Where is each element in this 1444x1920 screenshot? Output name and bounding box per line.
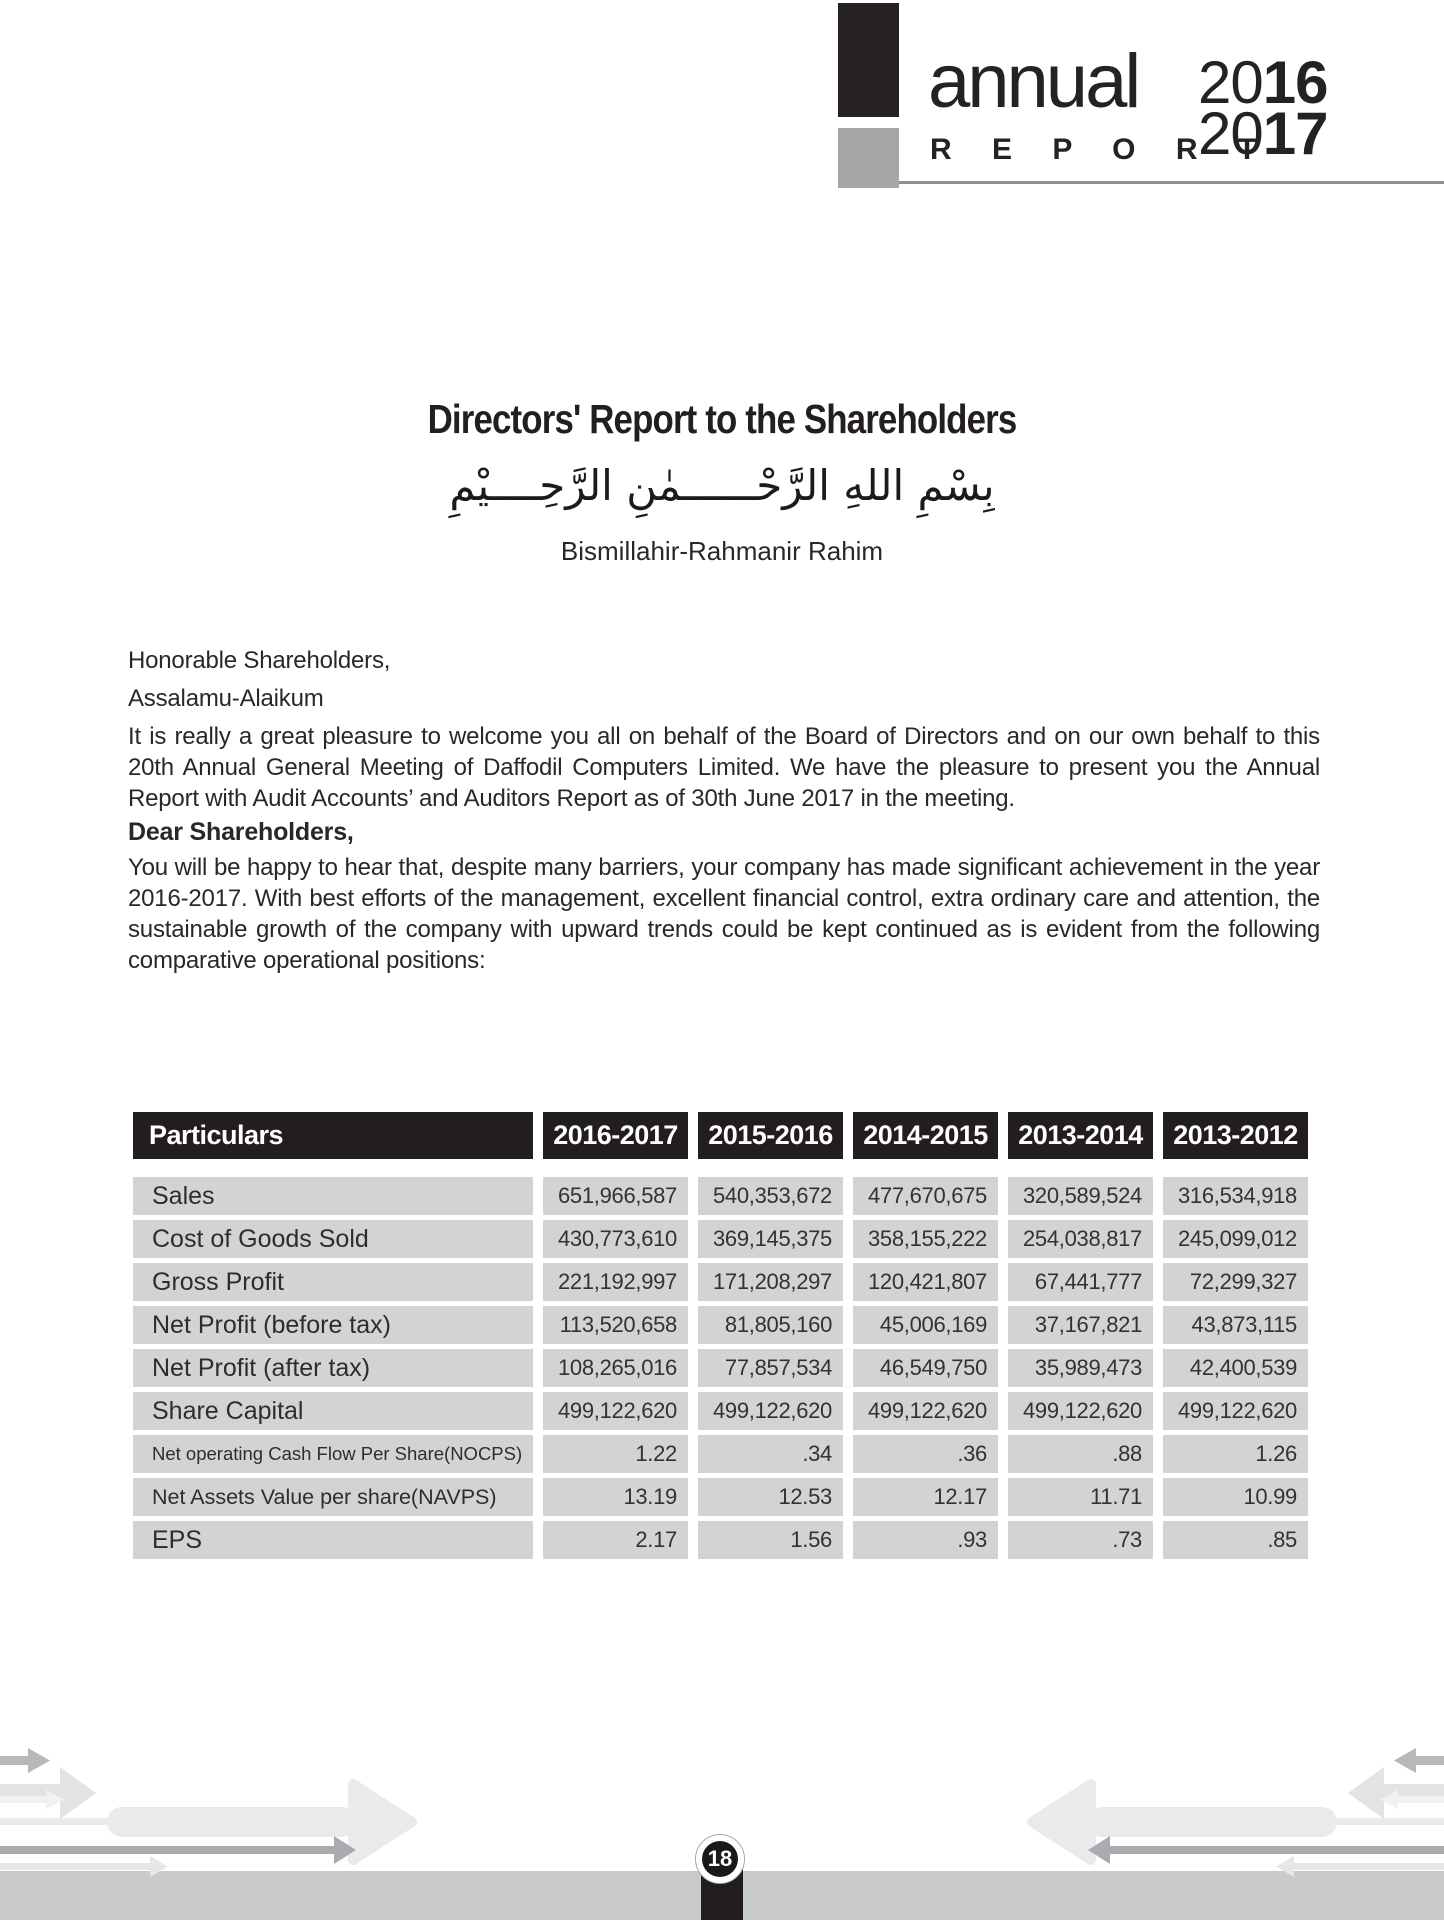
row-label-cell: Net Profit (after tax): [133, 1349, 533, 1387]
header-rule: [899, 181, 1444, 184]
logo-year-2017: 2017: [1198, 100, 1328, 167]
logo-gray-block: [838, 128, 899, 188]
value-cell: 171,208,297: [698, 1263, 843, 1301]
financials-table-body: Sales 651,966,587 540,353,672 477,670,67…: [133, 1177, 1308, 1559]
page-number: 18: [702, 1841, 738, 1877]
table-header-cell: Particulars: [133, 1112, 533, 1159]
logo-report-text: R E P O R T: [930, 133, 1273, 166]
value-cell: 499,122,620: [698, 1392, 843, 1430]
bismillah-caption: Bismillahir-Rahmanir Rahim: [560, 536, 884, 566]
value-cell: .85: [1163, 1521, 1308, 1559]
value-cell: 43,873,115: [1163, 1306, 1308, 1344]
table-header-cell: 2016-2017: [543, 1112, 688, 1159]
achievement-paragraph: You will be happy to hear that, despite …: [128, 854, 1320, 974]
table-header-cell: 2013-2012: [1163, 1112, 1308, 1159]
value-cell: 13.19: [543, 1478, 688, 1516]
value-cell: 120,421,807: [853, 1263, 998, 1301]
page-number-badge: 18: [695, 1834, 745, 1884]
value-cell: 72,299,327: [1163, 1263, 1308, 1301]
page-title: Directors' Report to the Shareholders: [427, 396, 1018, 442]
value-cell: 499,122,620: [853, 1392, 998, 1430]
value-cell: 499,122,620: [1008, 1392, 1153, 1430]
row-label-cell: EPS: [133, 1521, 533, 1559]
row-label-cell: Net operating Cash Flow Per Share(NOCPS): [133, 1435, 533, 1473]
value-cell: .73: [1008, 1521, 1153, 1559]
row-label-cell: Net Assets Value per share(NAVPS): [133, 1478, 533, 1516]
left-arrows-decoration: [1032, 1748, 1444, 1877]
value-cell: 45,006,169: [853, 1306, 998, 1344]
value-cell: 108,265,016: [543, 1349, 688, 1387]
value-cell: 1.56: [698, 1521, 843, 1559]
value-cell: 369,145,375: [698, 1220, 843, 1258]
salutation-honorable: Honorable Shareholders,: [128, 647, 391, 674]
value-cell: 35,989,473: [1008, 1349, 1153, 1387]
salutation-assalamu: Assalamu-Alaikum: [128, 685, 324, 712]
dear-shareholders-heading: Dear Shareholders,: [128, 818, 354, 846]
row-label-cell: Share Capital: [133, 1392, 533, 1430]
value-cell: 477,670,675: [853, 1177, 998, 1215]
value-cell: 254,038,817: [1008, 1220, 1153, 1258]
value-cell: 1.22: [543, 1435, 688, 1473]
value-cell: .88: [1008, 1435, 1153, 1473]
bismillah-calligraphy: بِسْمِ اللهِ الرَّحْــــــمٰنِ الرَّحِــ…: [449, 461, 995, 510]
value-cell: 651,966,587: [543, 1177, 688, 1215]
intro-paragraph: It is really a great pleasure to welcome…: [128, 723, 1320, 812]
value-cell: 37,167,821: [1008, 1306, 1153, 1344]
value-cell: 430,773,610: [543, 1220, 688, 1258]
value-cell: .36: [853, 1435, 998, 1473]
value-cell: 67,441,777: [1008, 1263, 1153, 1301]
table-header-cell: 2015-2016: [698, 1112, 843, 1159]
logo-black-block: [838, 3, 899, 117]
financials-table-header: Particulars 2016-2017 2015-2016 2014-201…: [133, 1112, 1308, 1159]
value-cell: 113,520,658: [543, 1306, 688, 1344]
value-cell: 316,534,918: [1163, 1177, 1308, 1215]
value-cell: 245,099,012: [1163, 1220, 1308, 1258]
value-cell: 12.53: [698, 1478, 843, 1516]
row-label-cell: Sales: [133, 1177, 533, 1215]
right-arrows-decoration: [0, 1748, 417, 1877]
value-cell: 77,857,534: [698, 1349, 843, 1387]
value-cell: 358,155,222: [853, 1220, 998, 1258]
row-label-cell: Cost of Goods Sold: [133, 1220, 533, 1258]
value-cell: 2.17: [543, 1521, 688, 1559]
logo-year-2016: 2016: [1198, 49, 1328, 116]
table-header-cell: 2014-2015: [853, 1112, 998, 1159]
value-cell: 81,805,160: [698, 1306, 843, 1344]
value-cell: .93: [853, 1521, 998, 1559]
value-cell: 221,192,997: [543, 1263, 688, 1301]
value-cell: 1.26: [1163, 1435, 1308, 1473]
value-cell: 46,549,750: [853, 1349, 998, 1387]
table-header-cell: 2013-2014: [1008, 1112, 1153, 1159]
value-cell: 11.71: [1008, 1478, 1153, 1516]
value-cell: 42,400,539: [1163, 1349, 1308, 1387]
row-label-cell: Gross Profit: [133, 1263, 533, 1301]
value-cell: 499,122,620: [1163, 1392, 1308, 1430]
row-label-cell: Net Profit (before tax): [133, 1306, 533, 1344]
value-cell: 499,122,620: [543, 1392, 688, 1430]
logo-annual-text: annual: [928, 39, 1141, 124]
value-cell: 10.99: [1163, 1478, 1308, 1516]
value-cell: 320,589,524: [1008, 1177, 1153, 1215]
value-cell: 540,353,672: [698, 1177, 843, 1215]
logo-years: 2016 2017: [1198, 49, 1328, 167]
value-cell: .34: [698, 1435, 843, 1473]
value-cell: 12.17: [853, 1478, 998, 1516]
